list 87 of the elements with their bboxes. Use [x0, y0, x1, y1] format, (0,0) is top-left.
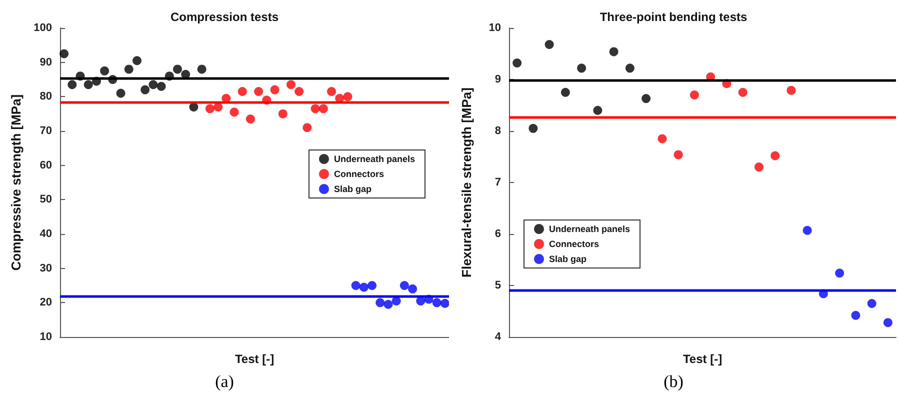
- legend-label: Connectors: [549, 239, 600, 249]
- point: [230, 108, 239, 117]
- point: [343, 92, 352, 102]
- point: [851, 310, 860, 320]
- point: [528, 124, 538, 133]
- point: [60, 49, 69, 58]
- point: [238, 87, 247, 96]
- chart-title: Compression tests: [170, 10, 279, 24]
- y-axis-title: Compressive strength [MPa]: [8, 94, 24, 271]
- point: [156, 82, 166, 91]
- y-tick-label: 40: [40, 228, 52, 240]
- y-axis-title: Flexural-tensile strength [MPa]: [459, 88, 474, 278]
- y-tick-label: 10: [40, 331, 52, 343]
- point: [786, 86, 796, 95]
- point: [384, 300, 393, 309]
- chart-title: Three-point bending tests: [600, 10, 748, 24]
- x-axis-title: Test [-]: [682, 352, 722, 366]
- text: (b): [662, 372, 684, 392]
- point: [310, 104, 320, 114]
- point: [625, 64, 634, 73]
- y-tick-label: 10: [488, 22, 501, 34]
- point: [318, 104, 328, 114]
- y-tick-label: 100: [34, 22, 52, 34]
- legend-label: Underneath panels: [334, 154, 416, 164]
- point: [770, 151, 780, 160]
- point: [100, 66, 110, 76]
- point: [690, 90, 699, 100]
- point: [278, 109, 288, 118]
- point: [512, 58, 522, 68]
- point: [368, 281, 377, 290]
- point: [609, 47, 618, 56]
- point: [140, 85, 150, 94]
- point: [173, 64, 182, 74]
- y-tick-label: 50: [40, 194, 52, 206]
- point: [116, 88, 126, 98]
- point: [754, 162, 764, 172]
- legend-label: Slab gap: [549, 254, 588, 264]
- point: [577, 64, 586, 73]
- point: [376, 298, 385, 308]
- point: [68, 80, 77, 90]
- point: [883, 318, 892, 328]
- y-tick-label: 8: [494, 125, 501, 137]
- point: [560, 88, 570, 97]
- y-tick-label: 4: [494, 331, 502, 343]
- point: [674, 150, 683, 160]
- point: [254, 87, 264, 96]
- point: [302, 123, 312, 132]
- point: [867, 299, 876, 308]
- point: [246, 114, 255, 124]
- y-tick-label: 90: [40, 56, 52, 68]
- point: [544, 40, 554, 49]
- point: [270, 85, 280, 94]
- y-tick-label: 5: [494, 280, 501, 292]
- y-tick-label: 7: [494, 176, 501, 188]
- point: [124, 64, 134, 74]
- point: [359, 282, 368, 292]
- point: [738, 88, 748, 97]
- y-tick-label: 6: [494, 228, 501, 240]
- legend-label: Underneath panels: [549, 224, 630, 234]
- point: [408, 284, 418, 294]
- point: [197, 64, 206, 74]
- y-tick-label: 9: [494, 74, 501, 86]
- point: [205, 104, 214, 114]
- legend-label: Slab gap: [334, 184, 372, 194]
- point: [351, 281, 360, 290]
- y-tick-label: 80: [40, 90, 52, 103]
- point: [132, 56, 142, 66]
- legend-label: Connectors: [334, 169, 384, 179]
- point: [835, 268, 844, 278]
- point: [432, 298, 442, 308]
- x-axis-title: Test [-]: [234, 352, 274, 366]
- point: [802, 226, 812, 235]
- y-tick-label: 30: [40, 262, 52, 274]
- point: [327, 87, 336, 96]
- point: [400, 281, 409, 290]
- point: [294, 87, 304, 96]
- point: [593, 106, 602, 115]
- point: [286, 80, 296, 90]
- y-tick-label: 60: [40, 159, 52, 172]
- point: [84, 80, 93, 90]
- text: (a): [214, 372, 235, 392]
- y-tick-label: 20: [40, 296, 52, 309]
- point: [658, 134, 667, 144]
- point: [642, 94, 651, 104]
- point: [148, 80, 158, 90]
- point: [440, 298, 449, 308]
- y-tick-label: 70: [40, 125, 52, 137]
